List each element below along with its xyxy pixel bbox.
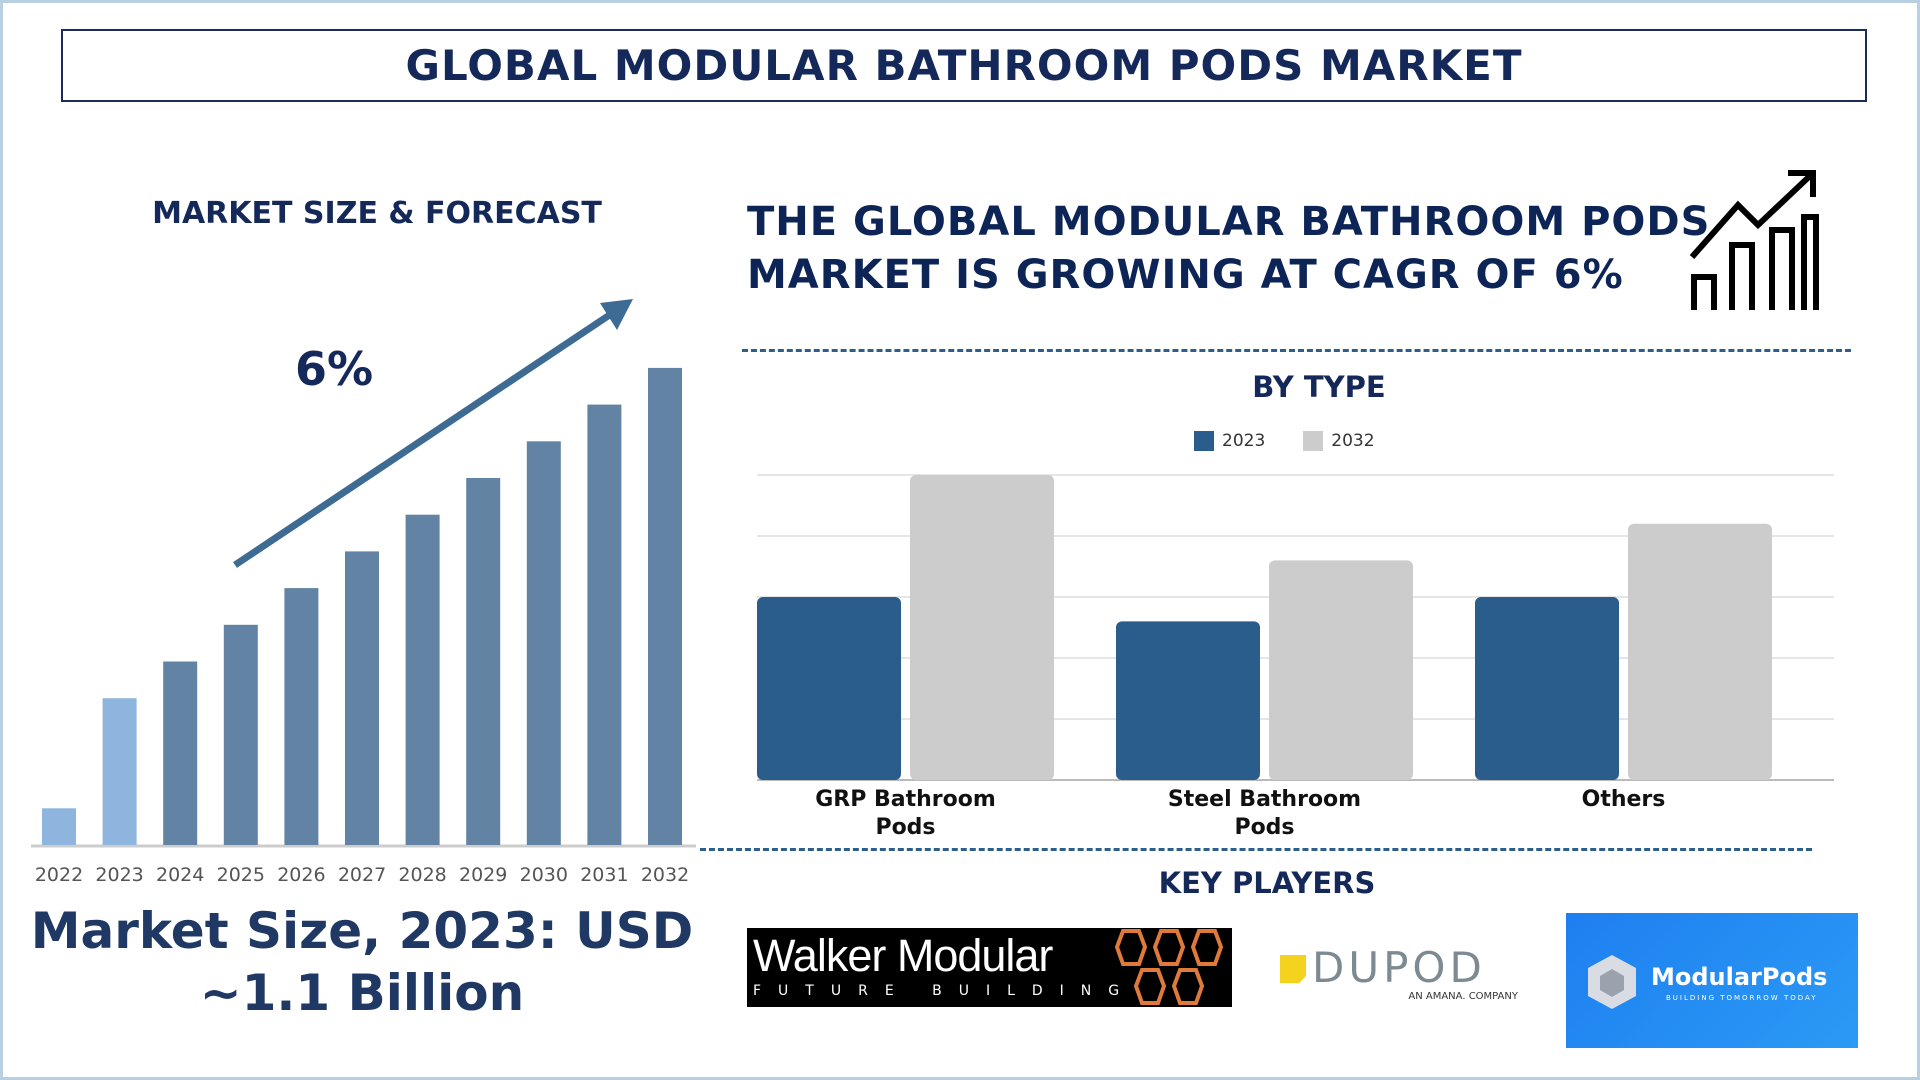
year-label-2025: 2025	[216, 864, 265, 886]
growth-arrow-head	[600, 299, 633, 330]
year-label-2029: 2029	[459, 864, 508, 886]
cagr-headline: THE GLOBAL MODULAR BATHROOM PODS MARKET …	[747, 196, 1710, 302]
bar-2028	[405, 514, 440, 845]
bar-2027	[345, 551, 379, 845]
year-label-2028: 2028	[398, 864, 447, 886]
year-label-2027: 2027	[337, 864, 387, 886]
dupod-logo-mark	[1280, 955, 1306, 983]
cube-icon	[1588, 955, 1636, 1009]
bar-2032	[648, 367, 682, 845]
market-size-text: Market Size, 2023: USD ~1.1 Billion	[31, 900, 694, 1024]
section-divider	[742, 349, 1851, 352]
bar-2032-1	[1269, 560, 1413, 780]
category-label-line: Others	[1581, 787, 1666, 812]
dupod-logo: DUPOD AN AMANA. COMPANY	[1280, 943, 1518, 1004]
walker-logo-tagline: FUTURE BUILDING	[753, 983, 1137, 999]
year-label-2024: 2024	[156, 864, 205, 886]
headline-line2: MARKET IS GROWING AT CAGR OF 6%	[747, 252, 1624, 298]
market-size-heading: MARKET SIZE & FORECAST	[152, 196, 602, 231]
legend-label-2023: 2023	[1222, 431, 1266, 451]
category-label-line: Pods	[1234, 815, 1295, 840]
bar-2032-0	[910, 475, 1054, 780]
legend-swatch-2023	[1194, 431, 1214, 451]
category-label: Others	[1582, 786, 1666, 814]
bar-2026	[284, 588, 319, 845]
cagr-label: 6%	[294, 342, 374, 396]
bar-2023-1	[1116, 621, 1260, 780]
bar-2023-0	[757, 597, 901, 780]
category-label: Steel Bathroom Pods	[1168, 786, 1361, 842]
by-type-heading: BY TYPE	[1252, 370, 1386, 404]
year-label-2023: 2023	[95, 864, 144, 886]
bar-2025	[223, 624, 258, 845]
bar-2023	[102, 698, 137, 845]
bar-2024	[163, 661, 198, 845]
walker-logo-name: Walker Modular	[753, 930, 1053, 981]
modularpods-logo-tagline: BUILDING TOMORROW TODAY	[1666, 994, 1818, 1002]
modularpods-logo-name: ModularPods	[1651, 963, 1828, 991]
year-label-2031: 2031	[580, 864, 629, 886]
year-label-2026: 2026	[277, 864, 326, 886]
category-label-line: Pods	[875, 815, 936, 840]
modularpods-logo: ModularPods BUILDING TOMORROW TODAY	[1566, 913, 1858, 1048]
bar-2031	[587, 404, 622, 845]
legend-swatch-2032	[1303, 431, 1324, 451]
section-divider-2	[700, 848, 1812, 851]
page-title: GLOBAL MODULAR BATHROOM PODS MARKET	[61, 29, 1867, 102]
key-players-heading: KEY PLAYERS	[1158, 866, 1376, 900]
year-label-2022: 2022	[34, 864, 84, 886]
category-label-line: GRP Bathroom	[815, 787, 996, 812]
headline-line1: THE GLOBAL MODULAR BATHROOM PODS	[747, 199, 1711, 245]
year-label-2030: 2030	[519, 864, 568, 886]
growth-chart-arrow-icon	[1689, 170, 1819, 310]
year-label-2032: 2032	[640, 864, 690, 886]
bar-2022	[42, 808, 76, 845]
by-type-chart	[757, 474, 1834, 781]
dupod-logo-name: DUPOD	[1312, 943, 1486, 992]
hexagon-icon	[1114, 929, 1224, 1005]
growth-arrow-line	[233, 305, 622, 568]
by-type-legend: 2023 2032	[1194, 431, 1375, 451]
bar-2030	[526, 441, 561, 845]
dupod-logo-tagline: AN AMANA. COMPANY	[1408, 991, 1518, 1002]
category-label-line: Steel Bathroom	[1167, 787, 1362, 812]
walker-modular-logo: Walker Modular FUTURE BUILDING	[747, 928, 1232, 1007]
market-size-line2: ~1.1 Billion	[199, 964, 525, 1022]
bar-2032-2	[1628, 523, 1772, 780]
legend-label-2032: 2032	[1331, 431, 1375, 451]
category-label: GRP Bathroom Pods	[815, 786, 996, 842]
bar-2029	[466, 478, 501, 845]
market-size-chart	[31, 299, 696, 848]
bar-2023-2	[1475, 597, 1619, 780]
market-size-line1: Market Size, 2023: USD	[30, 902, 694, 960]
